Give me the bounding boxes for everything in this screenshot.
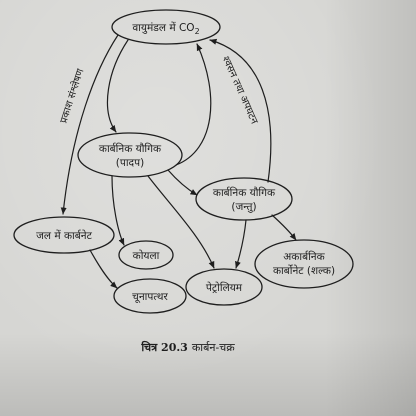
- node-water-carbonate: जल में कार्बनेट: [13, 216, 115, 254]
- node-outline: [254, 239, 354, 289]
- node-outline: [185, 268, 263, 306]
- arrow-water-carbonate-to-limestone: [89, 249, 118, 289]
- arrow-animals-to-petroleum: [235, 219, 247, 269]
- arrow-animals-to-inorganic-carbonate: [271, 214, 297, 241]
- node-label: वायुमंडल में CO2: [132, 21, 199, 36]
- node-label-line2: (जन्तु): [231, 201, 256, 213]
- node-label: चूनापत्थर: [132, 291, 168, 303]
- node-outline: [118, 240, 174, 270]
- node-outline: [13, 216, 115, 254]
- node-label-line1: अकार्बनिक: [283, 250, 325, 263]
- node-label-subscript: 2: [195, 27, 200, 36]
- node-outline: [111, 9, 221, 45]
- figure-number: चित्र 20.3: [140, 340, 188, 354]
- node-label-line1: कार्बनिक यौगिक: [213, 186, 276, 199]
- arrow-label-respiration: श्वसन तथा अपघटन: [220, 55, 260, 127]
- node-organic-compounds-animals: कार्बनिक यौगिक (जन्तु): [195, 177, 293, 221]
- arrow-animals-to-co2: [209, 38, 272, 183]
- arrow-co2-to-plants: [106, 39, 129, 133]
- figure-title: कार्बन-चक्र: [192, 341, 235, 354]
- node-label-line1: कार्बनिक यौगिक: [99, 142, 162, 155]
- node-coal: कोयला: [118, 240, 174, 270]
- node-label: जल में कार्बनेट: [36, 229, 92, 242]
- node-outline: [113, 278, 187, 314]
- node-outline: [77, 132, 183, 178]
- arrow-plants-to-petroleum: [147, 175, 215, 269]
- arrow-co2-to-water-carbonate: [60, 34, 119, 215]
- arrow-plants-to-animals: [167, 169, 198, 196]
- node-inorganic-carbonate: अकार्बनिक कार्बोनेट (शल्क): [254, 239, 354, 289]
- node-label: कोयला: [133, 249, 160, 262]
- arrow-plants-to-co2: [175, 43, 212, 166]
- node-petroleum: पेट्रोलियम: [185, 268, 263, 306]
- arrow-plants-to-coal: [111, 175, 125, 246]
- node-limestone: चूनापत्थर: [113, 278, 187, 314]
- node-outline: [195, 177, 293, 221]
- node-organic-compounds-plants: कार्बनिक यौगिक (पादप): [77, 132, 183, 178]
- node-label-line2: (पादप): [116, 157, 144, 169]
- figure-caption: चित्र 20.3 कार्बन-चक्र: [140, 340, 235, 354]
- node-label-line2: कार्बोनेट (शल्क): [273, 264, 335, 277]
- node-label: पेट्रोलियम: [206, 281, 243, 294]
- node-atmosphere-co2: वायुमंडल में CO2: [111, 9, 221, 45]
- node-label-text: वायुमंडल में CO: [132, 21, 194, 34]
